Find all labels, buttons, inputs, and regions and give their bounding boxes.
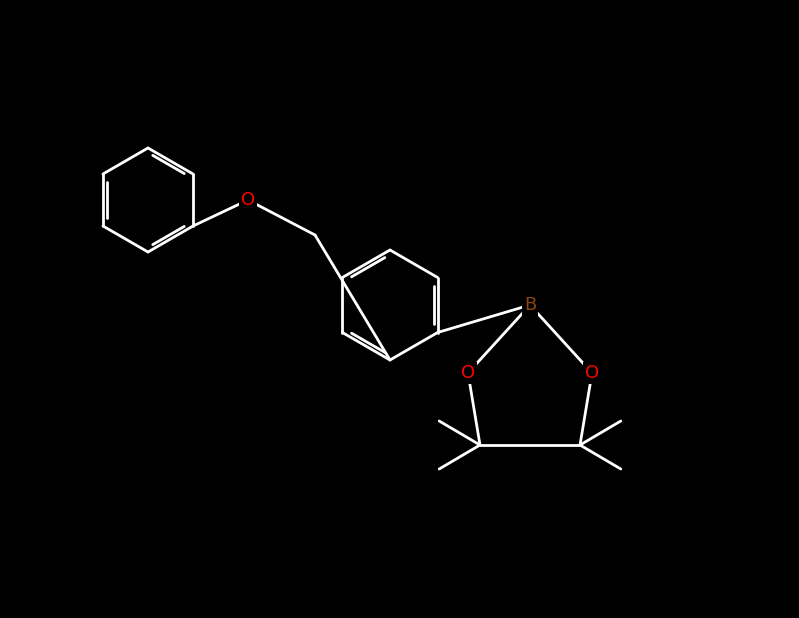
Text: O: O: [461, 364, 475, 382]
Text: O: O: [241, 191, 255, 209]
Text: B: B: [524, 296, 536, 314]
Text: O: O: [585, 364, 599, 382]
